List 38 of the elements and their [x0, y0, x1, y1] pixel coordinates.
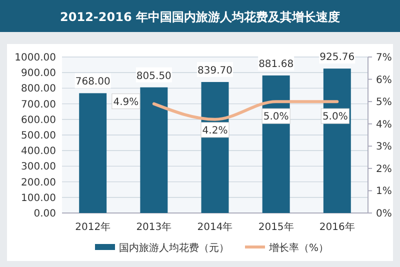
x-tick-label: 2013年: [136, 221, 172, 233]
data-label: 5.0%: [322, 112, 348, 123]
y2-tick-label: 6%: [376, 74, 392, 86]
x-tick-label: 2014年: [197, 221, 233, 233]
data-label: 881.68: [258, 58, 294, 70]
y-tick-label: 100.00: [21, 192, 56, 204]
y2-tick-label: 2%: [376, 164, 392, 175]
chart-title: 2012-2016 年中国国内旅游人均花费及其增长速度: [60, 10, 340, 24]
data-label: 4.2%: [202, 125, 228, 136]
bar: [79, 93, 107, 213]
y-tick-label: 600.00: [21, 114, 56, 126]
y2-tick-label: 4%: [376, 119, 392, 130]
legend-label: 增长率（%）: [268, 242, 329, 254]
y-tick-label: 1000.00: [14, 52, 56, 64]
y-tick-label: 500.00: [21, 130, 56, 142]
x-tick-label: 2015年: [258, 221, 294, 233]
data-label: 768.00: [75, 76, 110, 88]
y2-tick-label: 0%: [376, 208, 392, 220]
x-tick-label: 2016年: [319, 221, 355, 233]
y-tick-label: 200.00: [21, 177, 56, 188]
data-label: 925.76: [320, 52, 355, 64]
y-tick-label: 400.00: [21, 146, 56, 158]
y-tick-label: 900.00: [21, 68, 56, 80]
y2-tick-label: 3%: [376, 142, 392, 153]
x-tick-label: 2012年: [75, 221, 111, 233]
y-tick-label: 700.00: [21, 99, 56, 110]
y-tick-label: 0.00: [34, 208, 56, 220]
data-label: 4.9%: [113, 96, 139, 108]
bar: [140, 87, 168, 213]
data-label: 839.70: [198, 66, 232, 77]
y2-tick-label: 7%: [376, 52, 392, 64]
legend-label: 国内旅游人均花费（元）: [119, 242, 229, 254]
y2-tick-label: 5%: [376, 97, 392, 108]
y2-tick-label: 1%: [376, 186, 392, 198]
y-tick-label: 800.00: [21, 84, 56, 95]
data-label: 5.0%: [263, 112, 289, 123]
y-tick-label: 300.00: [21, 162, 56, 173]
data-label: 805.50: [136, 70, 172, 82]
